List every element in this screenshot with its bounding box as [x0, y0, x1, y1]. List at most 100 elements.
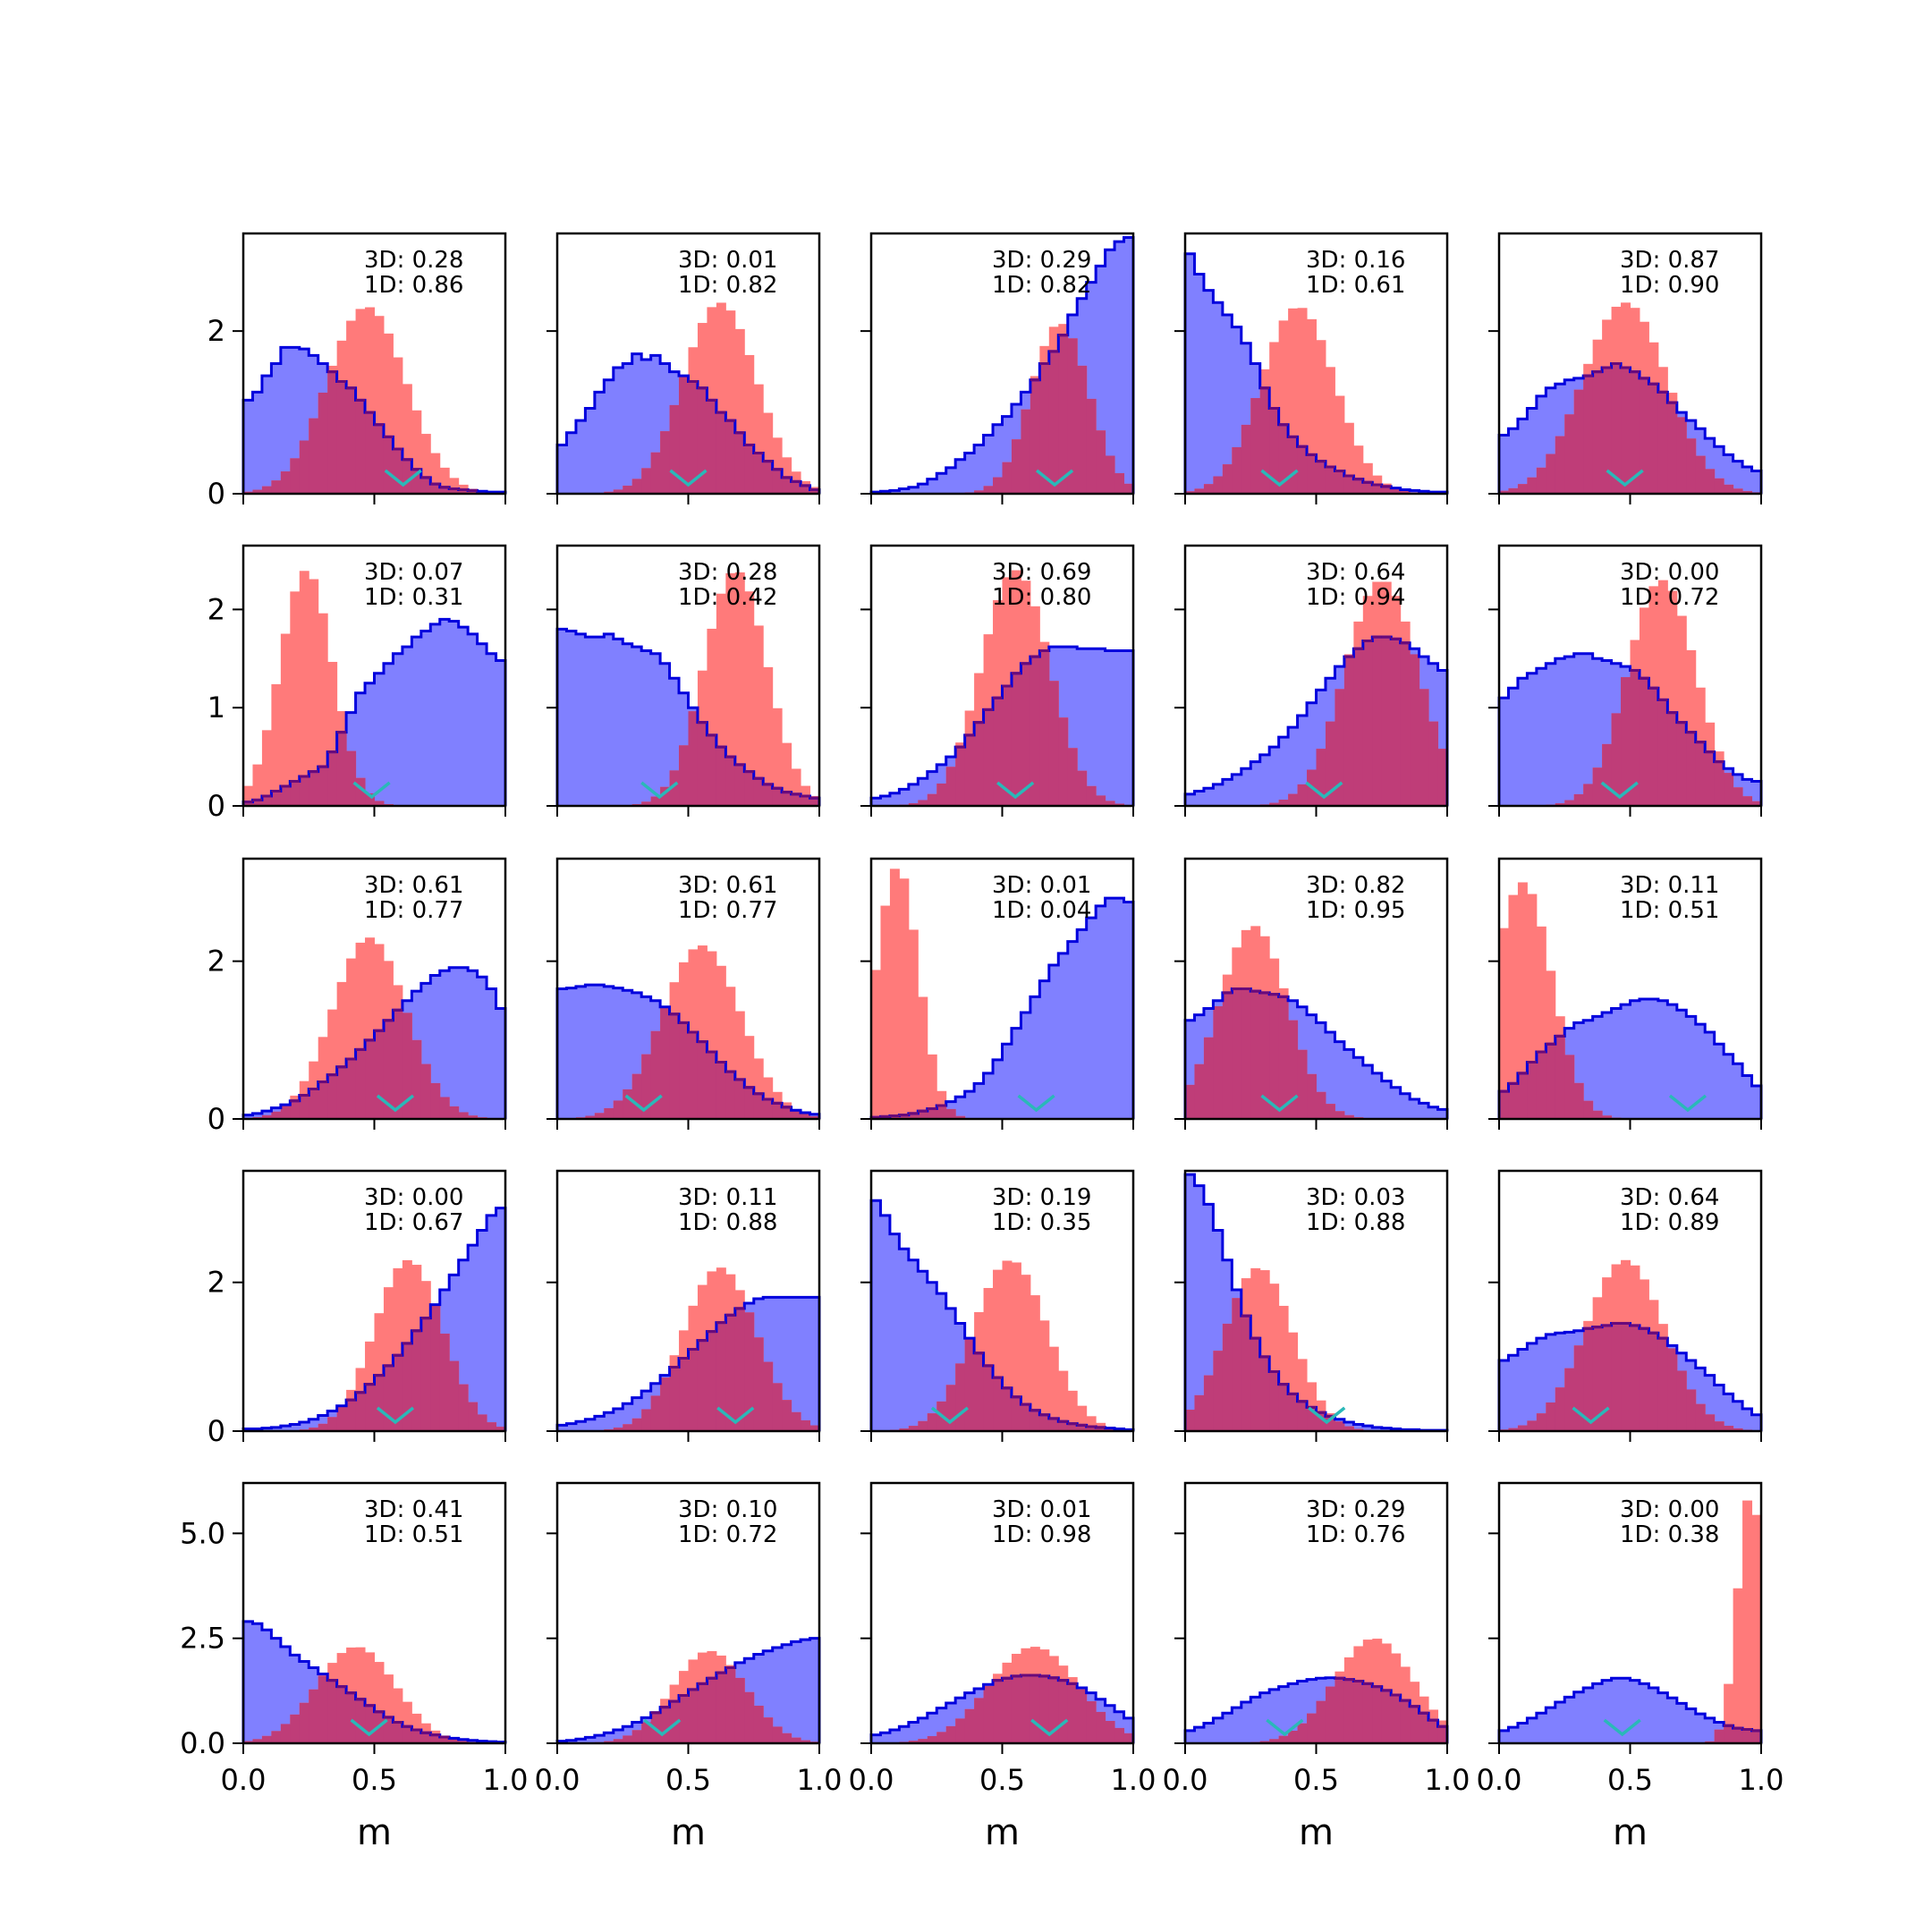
overlap-bar	[336, 1686, 347, 1743]
overlap-bar	[1203, 484, 1214, 494]
blue-bar	[1592, 1016, 1603, 1119]
red-bar	[299, 571, 309, 806]
overlap-bar	[365, 412, 375, 494]
blue-bar	[1733, 1401, 1743, 1431]
overlap-bar	[1077, 1689, 1088, 1743]
red-bar	[318, 613, 328, 806]
overlap-bar	[402, 1013, 412, 1119]
overlap-bar	[716, 1673, 726, 1743]
overlap-bar	[650, 1030, 661, 1119]
label-1d: 1D: 0.90	[1620, 272, 1719, 299]
blue-bar	[918, 484, 928, 494]
overlap-bar	[1400, 642, 1411, 806]
median-marker	[640, 781, 679, 800]
red-bar	[707, 951, 717, 1119]
blue-bar	[557, 629, 567, 806]
blue-bar	[402, 647, 412, 806]
overlap-bar	[753, 1706, 764, 1743]
blue-bar	[1410, 490, 1420, 494]
blue-bar	[880, 1215, 891, 1431]
median-marker	[1305, 781, 1343, 800]
red-bar	[734, 572, 745, 806]
overlap-bar	[1307, 1713, 1317, 1743]
blue-bar	[1021, 1012, 1031, 1119]
red-bar	[290, 591, 301, 806]
red-bar	[889, 869, 900, 1119]
blue-bar	[458, 627, 469, 806]
overlap-bar	[1705, 1414, 1716, 1431]
overlap-bar	[1536, 467, 1546, 494]
blue-bar	[613, 368, 623, 494]
blue-bar	[1316, 1022, 1326, 1119]
blue-bar	[1667, 1698, 1678, 1743]
blue-bar	[585, 408, 596, 494]
overlap-bar	[1011, 1675, 1021, 1743]
overlap-bar	[1353, 1428, 1364, 1431]
blue-bar	[1527, 408, 1538, 494]
overlap-bar	[697, 387, 708, 494]
overlap-bar	[374, 424, 385, 494]
overlap-bar	[1335, 689, 1345, 806]
overlap-bar	[753, 453, 764, 494]
overlap-bar	[983, 1685, 994, 1743]
blue-bar	[1241, 768, 1251, 806]
overlap-bar	[660, 1377, 671, 1431]
overlap-bar	[791, 1737, 801, 1743]
label-1d: 1D: 0.94	[1306, 584, 1405, 611]
blue-bar	[1067, 941, 1078, 1119]
label-3d: 3D: 0.01	[992, 872, 1091, 899]
blue-bar	[309, 1419, 319, 1431]
overlap-bar	[346, 1692, 357, 1743]
overlap-bar	[631, 1730, 642, 1743]
overlap-bar	[1686, 1389, 1697, 1431]
overlap-bar	[1508, 487, 1519, 494]
blue-bar	[1676, 1010, 1687, 1119]
blue-bar	[1527, 1343, 1538, 1431]
overlap-bar	[1030, 379, 1040, 494]
red-bar	[725, 987, 736, 1119]
overlap-bar	[468, 490, 479, 494]
overlap-bar	[918, 1420, 928, 1431]
overlap-bar	[1039, 1675, 1050, 1743]
overlap-bar	[365, 1384, 375, 1431]
overlap-bar	[641, 1722, 652, 1743]
blue-bar	[487, 988, 497, 1119]
blue-bar	[936, 473, 947, 494]
x-tick-label: 0.5	[665, 1763, 711, 1797]
overlap-bar	[1583, 1100, 1594, 1119]
blue-bar	[1222, 314, 1233, 494]
blue-bar	[1555, 658, 1565, 806]
overlap-bar	[327, 371, 338, 494]
overlap-bar	[1714, 1421, 1724, 1431]
overlap-bar	[1335, 470, 1345, 494]
overlap-bar	[1536, 1052, 1546, 1119]
red-bar	[1362, 462, 1373, 494]
blue-bar	[585, 637, 596, 806]
blue-bar	[280, 347, 291, 494]
red-bar	[374, 1313, 385, 1431]
overlap-bar	[411, 469, 422, 494]
overlap-bar	[1096, 1711, 1106, 1743]
overlap-bar	[1269, 994, 1280, 1119]
overlap-bar	[908, 1426, 919, 1431]
blue-bar	[1714, 1385, 1724, 1431]
label-1d: 1D: 0.89	[1620, 1209, 1719, 1236]
blue-bar	[1278, 1686, 1289, 1743]
overlap-bar	[1288, 793, 1299, 806]
blue-bar	[1428, 1106, 1439, 1119]
overlap-bar	[1325, 1416, 1335, 1431]
blue-step-outline	[1497, 362, 1763, 494]
blue-bar	[631, 992, 642, 1119]
red-bar	[383, 1287, 394, 1431]
red-bar	[1742, 1500, 1753, 1743]
overlap-bar	[1067, 1683, 1078, 1743]
blue-bar	[1705, 1717, 1716, 1743]
overlap-bar	[327, 1417, 338, 1431]
overlap-bar	[449, 1106, 460, 1119]
red-bar	[1536, 926, 1546, 1119]
overlap-bar	[1573, 793, 1584, 806]
overlap-bar	[725, 1315, 736, 1431]
blue-bar	[1185, 1730, 1195, 1743]
blue-bar	[871, 798, 881, 806]
blue-bar	[782, 1644, 792, 1743]
